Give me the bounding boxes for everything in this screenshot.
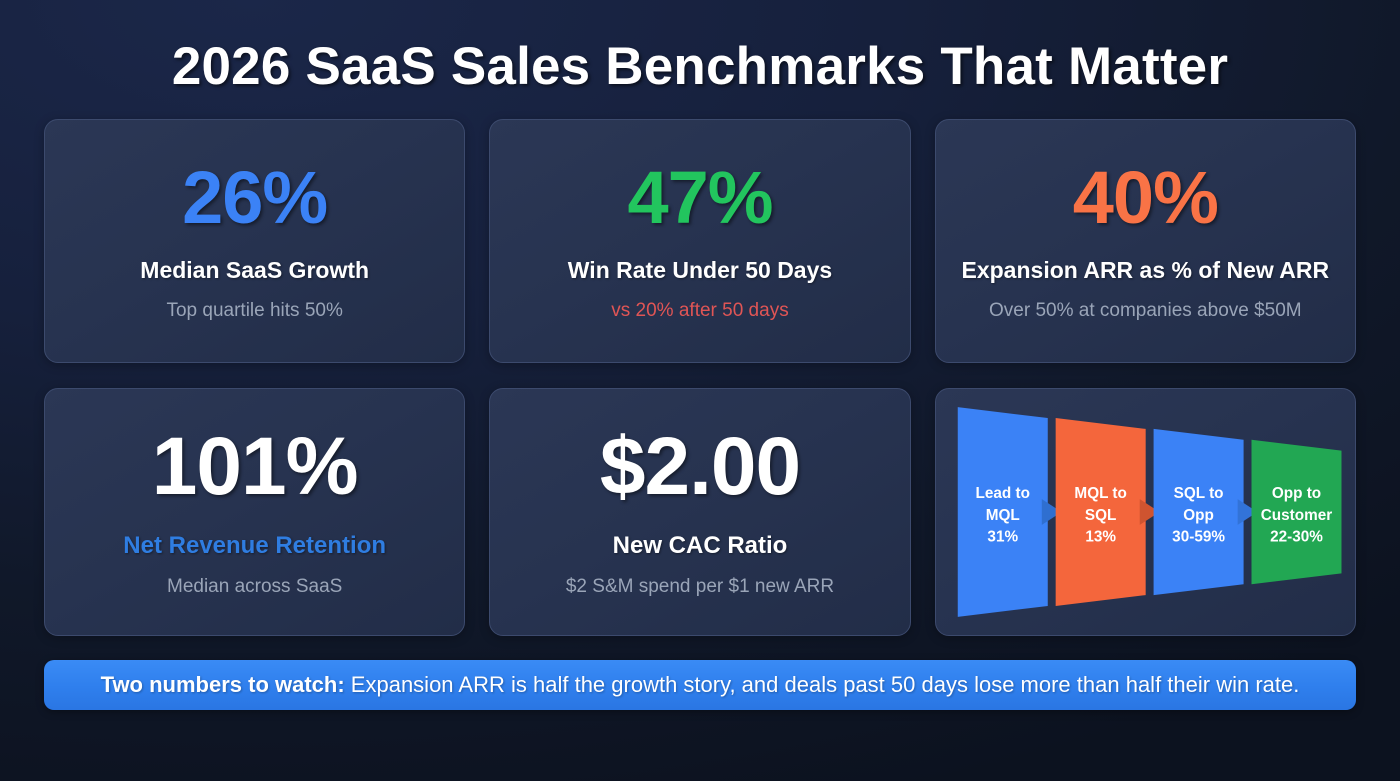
funnel-segment [1153,428,1244,596]
funnel-segment-label: SQL to [1173,485,1223,502]
stat-label: Win Rate Under 50 Days [567,256,833,283]
stat-subtitle: Over 50% at companies above $50M [989,299,1302,321]
stat-subtitle: vs 20% after 50 days [611,299,789,321]
stat-card-win-rate: 47% Win Rate Under 50 Days vs 20% after … [489,119,911,363]
funnel-segment-value: 30-59% [1172,529,1225,546]
funnel-segment-label: Customer [1260,507,1332,524]
stat-value: 101% [151,421,359,512]
stat-value: $2.00 [599,421,801,512]
key-takeaway-banner: Two numbers to watch: Expansion ARR is h… [44,660,1356,710]
stat-label: New CAC Ratio [612,532,788,559]
funnel-chart-card: Lead to MQL 31% MQL to SQL 13% SQL to Opp 30-59%… [934,388,1356,636]
page-title: 2026 SaaS Sales Benchmarks That Matter [171,37,1229,96]
stat-value: 47% [627,155,773,239]
banner-body: Expansion ARR is half the growth story, … [344,672,1300,697]
stat-card-net-revenue-retention: 101% Net Revenue Retention Median across… [44,388,466,636]
stat-label: Expansion ARR as % of New ARR [961,256,1330,283]
funnel-segment-label: Opp to [1271,485,1320,502]
funnel-segment-value: 13% [1085,529,1116,546]
funnel-segment-label: MQL to [1074,485,1126,502]
funnel-arrow-icon [1139,499,1160,525]
funnel-segment-label: Opp [1183,507,1214,524]
funnel-segment-label: MQL [985,507,1019,524]
funnel-segment [957,407,1048,617]
stat-card-expansion-arr: 40% Expansion ARR as % of New ARR Over 5… [934,119,1356,363]
funnel-segment [1055,418,1146,606]
stat-card-median-saas-growth: 26% Median SaaS Growth Top quartile hits… [44,119,466,363]
funnel-segment-value: 31% [987,529,1018,546]
stat-label: Median SaaS Growth [140,256,370,283]
conversion-funnel-chart: Lead to MQL 31% MQL to SQL 13% SQL to Opp 30-59%… [957,407,1342,617]
stat-subtitle: $2 S&M spend per $1 new ARR [565,576,835,597]
funnel-segment-label: Lead to [975,485,1029,502]
banner-text: Two numbers to watch: Expansion ARR is h… [101,672,1300,698]
funnel-arrow-icon [1041,499,1062,525]
stat-card-new-cac-ratio: $2.00 New CAC Ratio $2 S&M spend per $1 … [489,388,911,636]
stat-value: 40% [1072,155,1219,239]
stat-subtitle: Top quartile hits 50% [166,299,343,321]
stat-label: Net Revenue Retention [123,532,387,559]
banner-lead: Two numbers to watch: [100,672,345,697]
stat-card-grid: 26% Median SaaS Growth Top quartile hits… [44,119,1356,636]
funnel-segment [1251,439,1342,585]
funnel-segment-label: SQL [1085,507,1116,524]
funnel-arrow-icon [1237,499,1258,525]
stat-subtitle: Median across SaaS [167,576,343,597]
stat-value: 26% [182,155,328,239]
funnel-segment-value: 22-30% [1270,529,1323,546]
